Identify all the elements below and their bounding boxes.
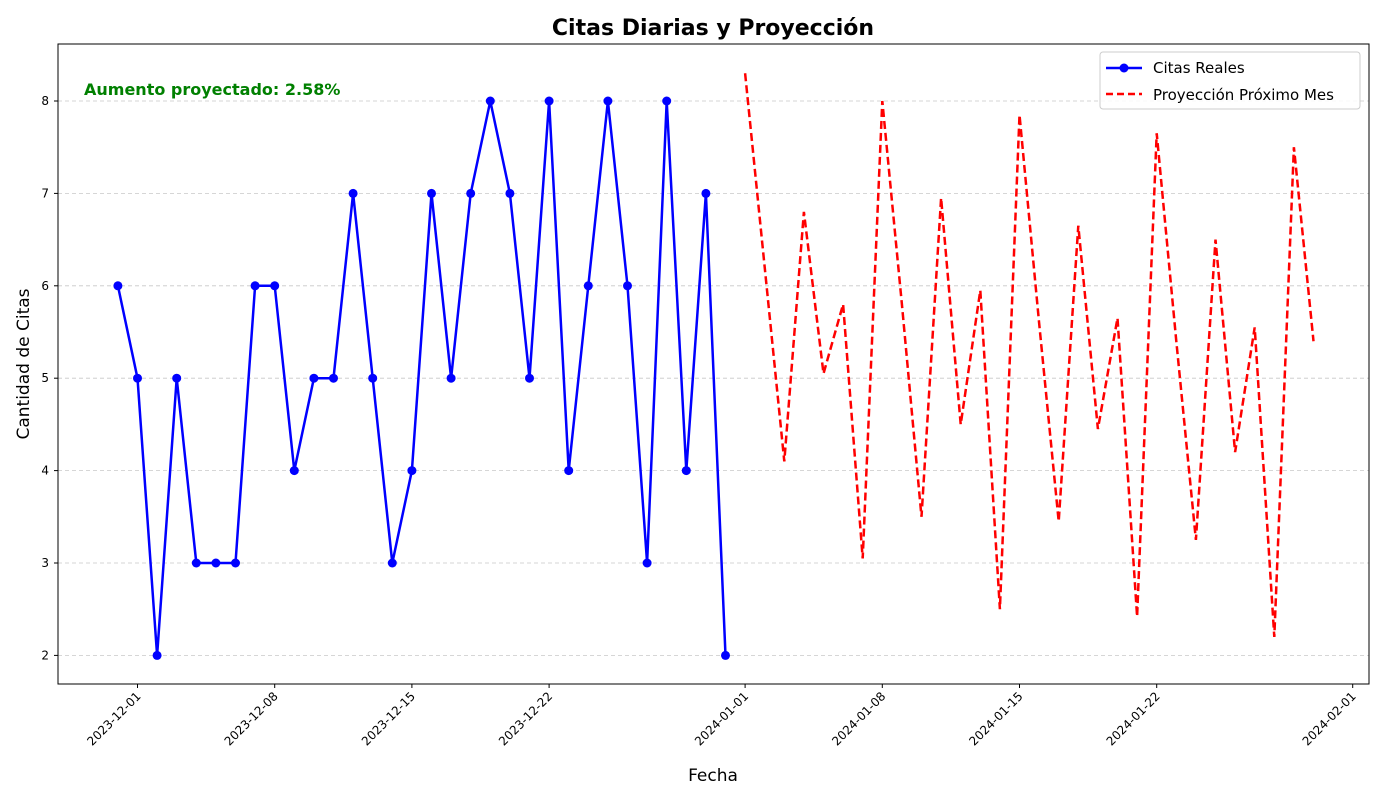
legend-box: [1099, 51, 1361, 110]
x-tick-label: 2024-01-08: [829, 689, 888, 748]
legend-actual-marker: [1119, 63, 1129, 73]
y-axis: 2 3 4 5 6 7 8: [41, 94, 58, 662]
series-projection: [743, 73, 1315, 637]
actual-point: [564, 466, 574, 476]
x-axis: 2023-12-01 2023-12-08 2023-12-15 2023-12-22…: [84, 684, 1359, 748]
y-tick-label: 6: [41, 279, 49, 293]
legend-actual-label: Citas Reales: [1153, 59, 1245, 77]
actual-point: [133, 373, 142, 383]
projection-line: [743, 73, 1315, 637]
actual-point: [368, 373, 378, 383]
actual-point: [172, 373, 182, 383]
x-tick-label: 2024-02-01: [1300, 689, 1359, 748]
actual-point: [387, 558, 397, 568]
y-tick-label: 4: [41, 464, 49, 478]
plot-frame: [57, 43, 1370, 685]
x-axis-label: Fecha: [688, 766, 738, 786]
actual-point: [701, 188, 711, 198]
actual-point: [309, 373, 319, 383]
y-tick-label: 7: [41, 186, 49, 200]
projection-annotation: Aumento proyectado: 2.58%: [84, 80, 340, 99]
actual-point: [407, 466, 417, 476]
actual-point: [485, 96, 495, 106]
actual-point: [113, 281, 123, 291]
legend-projection-label: Proyección Próximo Mes: [1153, 86, 1334, 104]
series-actual: [113, 96, 730, 660]
actual-point: [721, 650, 730, 660]
actual-point: [583, 281, 593, 291]
actual-point: [505, 188, 515, 198]
actual-line: [116, 100, 727, 656]
x-tick-label: 2024-01-01: [692, 689, 751, 748]
actual-point: [446, 373, 456, 383]
actual-point: [211, 558, 221, 568]
actual-point: [681, 466, 691, 476]
x-tick-label: 2023-12-01: [84, 689, 143, 748]
actual-point: [270, 281, 280, 291]
x-tick-label: 2023-12-22: [496, 689, 555, 748]
actual-point: [662, 96, 672, 106]
actual-point: [152, 650, 162, 660]
x-tick-label: 2024-01-15: [966, 689, 1025, 748]
y-tick-label: 5: [41, 371, 49, 385]
actual-point: [466, 188, 476, 198]
actual-point: [603, 96, 613, 106]
actual-point: [623, 281, 632, 291]
y-tick-label: 8: [41, 94, 49, 108]
actual-point: [231, 558, 240, 568]
actual-point: [427, 188, 436, 198]
actual-point: [250, 281, 260, 291]
x-tick-label: 2024-01-22: [1104, 689, 1163, 748]
x-tick-label: 2023-12-15: [359, 689, 418, 748]
x-tick-label: 2023-12-08: [222, 689, 281, 748]
actual-point: [642, 558, 652, 568]
actual-point: [348, 188, 358, 198]
actual-point: [191, 558, 201, 568]
actual-point: [544, 96, 554, 106]
y-axis-label: Cantidad de Citas: [14, 288, 34, 439]
y-tick-label: 3: [41, 556, 49, 570]
y-tick-label: 2: [41, 648, 49, 662]
legend: Citas Reales Proyección Próximo Mes: [1099, 51, 1361, 110]
chart-title: Citas Diarias y Proyección: [552, 16, 874, 41]
actual-point: [289, 466, 299, 476]
actual-point: [525, 373, 534, 383]
actual-point: [329, 373, 338, 383]
